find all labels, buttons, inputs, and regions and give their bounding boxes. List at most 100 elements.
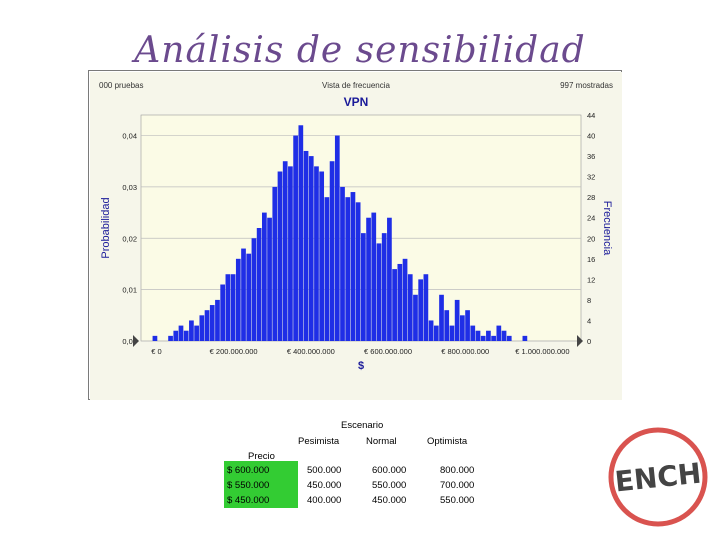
y2-axis-label: Frecuencia <box>601 201 613 256</box>
y-tick-label: 0,03 <box>122 183 137 192</box>
histogram-bar <box>168 335 173 341</box>
table-cell: 550.000 <box>372 480 407 491</box>
histogram-bar <box>428 320 434 341</box>
histogram-bar <box>319 171 325 341</box>
histogram-bar <box>173 330 179 341</box>
y2-tick-label: 40 <box>587 132 595 141</box>
x-tick-label: € 0 <box>151 347 161 356</box>
trials-label: 000 pruebas <box>99 81 143 90</box>
histogram-bar <box>522 335 528 341</box>
histogram-bar <box>345 197 351 341</box>
table-row-price: $ 600.000 <box>227 465 270 476</box>
table-col-normal: Normal <box>366 436 397 447</box>
table-row-price: $ 450.000 <box>227 495 270 506</box>
histogram-bar <box>152 335 158 341</box>
table-cell: 500.000 <box>307 465 342 476</box>
histogram-bar <box>402 258 408 341</box>
histogram-bar <box>439 294 444 341</box>
histogram-bar <box>230 274 236 341</box>
frequency-chart: 000 pruebas Vista de frecuencia 997 most… <box>90 72 622 400</box>
histogram-bar <box>204 310 210 341</box>
histogram-bar <box>183 330 189 341</box>
histogram-bar <box>246 253 252 341</box>
histogram-bar <box>465 310 470 341</box>
y2-tick-label: 24 <box>587 214 595 223</box>
y-tick-label: 0,04 <box>122 132 137 141</box>
histogram-bar <box>413 294 418 341</box>
histogram-bar <box>491 335 496 341</box>
histogram-bar <box>392 269 397 341</box>
histogram-bar <box>355 202 361 341</box>
table-row-header: Precio <box>248 451 275 462</box>
histogram-bar <box>215 299 220 341</box>
left-triangle-handle[interactable] <box>133 335 139 347</box>
axis-ticks: 0,00 0,01 0,02 0,03 0,04 0 4 8 12 16 20 24 28 32 36 40 4… <box>122 111 595 356</box>
histogram-bar <box>480 335 486 341</box>
table-cell: 550.000 <box>440 495 475 506</box>
table-cell: 700.000 <box>440 480 475 491</box>
histogram-bars <box>152 125 528 341</box>
histogram-bar <box>189 320 194 341</box>
y2-tick-label: 16 <box>587 255 595 264</box>
table-cell: 600.000 <box>372 465 407 476</box>
histogram-bar <box>454 299 460 341</box>
y2-tick-label: 8 <box>587 296 591 305</box>
shown-label: 997 mostradas <box>560 81 613 90</box>
table-row-price: $ 550.000 <box>227 480 270 491</box>
histogram-bar <box>340 186 345 341</box>
table-cell: 450.000 <box>372 495 407 506</box>
histogram-bar <box>178 325 184 341</box>
frequency-chart-window: 000 pruebas Vista de frecuencia 997 most… <box>88 70 622 400</box>
price-highlight <box>224 461 298 508</box>
right-triangle-handle[interactable] <box>577 335 583 347</box>
histogram-bar <box>225 274 231 341</box>
histogram-bar <box>293 135 298 341</box>
histogram-bar <box>381 233 387 341</box>
y2-tick-label: 44 <box>587 111 595 120</box>
histogram-bar <box>475 330 481 341</box>
histogram-bar <box>433 325 439 341</box>
y-tick-label: 0,00 <box>122 337 137 346</box>
histogram-bar <box>334 135 340 341</box>
y-tick-label: 0,01 <box>122 286 137 295</box>
y-axis-label: Probabilidad <box>100 197 112 258</box>
histogram-bar <box>366 217 371 341</box>
histogram-bar <box>288 166 293 341</box>
histogram-bar <box>235 258 241 341</box>
y2-tick-label: 20 <box>587 234 595 243</box>
histogram-bar <box>449 325 455 341</box>
x-axis-label: $ <box>358 360 364 372</box>
histogram-bar <box>329 161 335 341</box>
table-cell: 800.000 <box>440 465 475 476</box>
histogram-bar <box>423 274 429 341</box>
y-tick-label: 0,02 <box>122 234 137 243</box>
histogram-bar <box>262 212 267 341</box>
histogram-bar <box>277 171 283 341</box>
histogram-bar <box>444 310 450 341</box>
table-col-pesimista: Pesimista <box>298 436 340 447</box>
x-tick-label: € 600.000.000 <box>364 347 412 356</box>
y2-tick-label: 36 <box>587 152 595 161</box>
table-cell: 450.000 <box>307 480 342 491</box>
histogram-bar <box>308 156 314 341</box>
y2-tick-label: 32 <box>587 173 595 182</box>
histogram-bar <box>267 217 272 341</box>
histogram-bar <box>303 150 309 341</box>
histogram-bar <box>496 325 502 341</box>
histogram-bar <box>199 315 205 341</box>
histogram-bar <box>407 274 413 341</box>
histogram-bar <box>460 315 465 341</box>
histogram-bar <box>470 325 476 341</box>
histogram-bar <box>282 161 288 341</box>
view-label: Vista de frecuencia <box>322 81 390 90</box>
histogram-bar <box>376 243 382 341</box>
histogram-bar <box>256 228 262 341</box>
histogram-bar <box>272 186 278 341</box>
y2-tick-label: 28 <box>587 193 595 202</box>
histogram-bar <box>506 335 512 341</box>
y2-tick-label: 4 <box>587 316 591 325</box>
x-tick-label: € 800.000.000 <box>441 347 489 356</box>
histogram-bar <box>361 233 366 341</box>
histogram-bar <box>298 125 304 341</box>
histogram-bar <box>350 192 356 341</box>
